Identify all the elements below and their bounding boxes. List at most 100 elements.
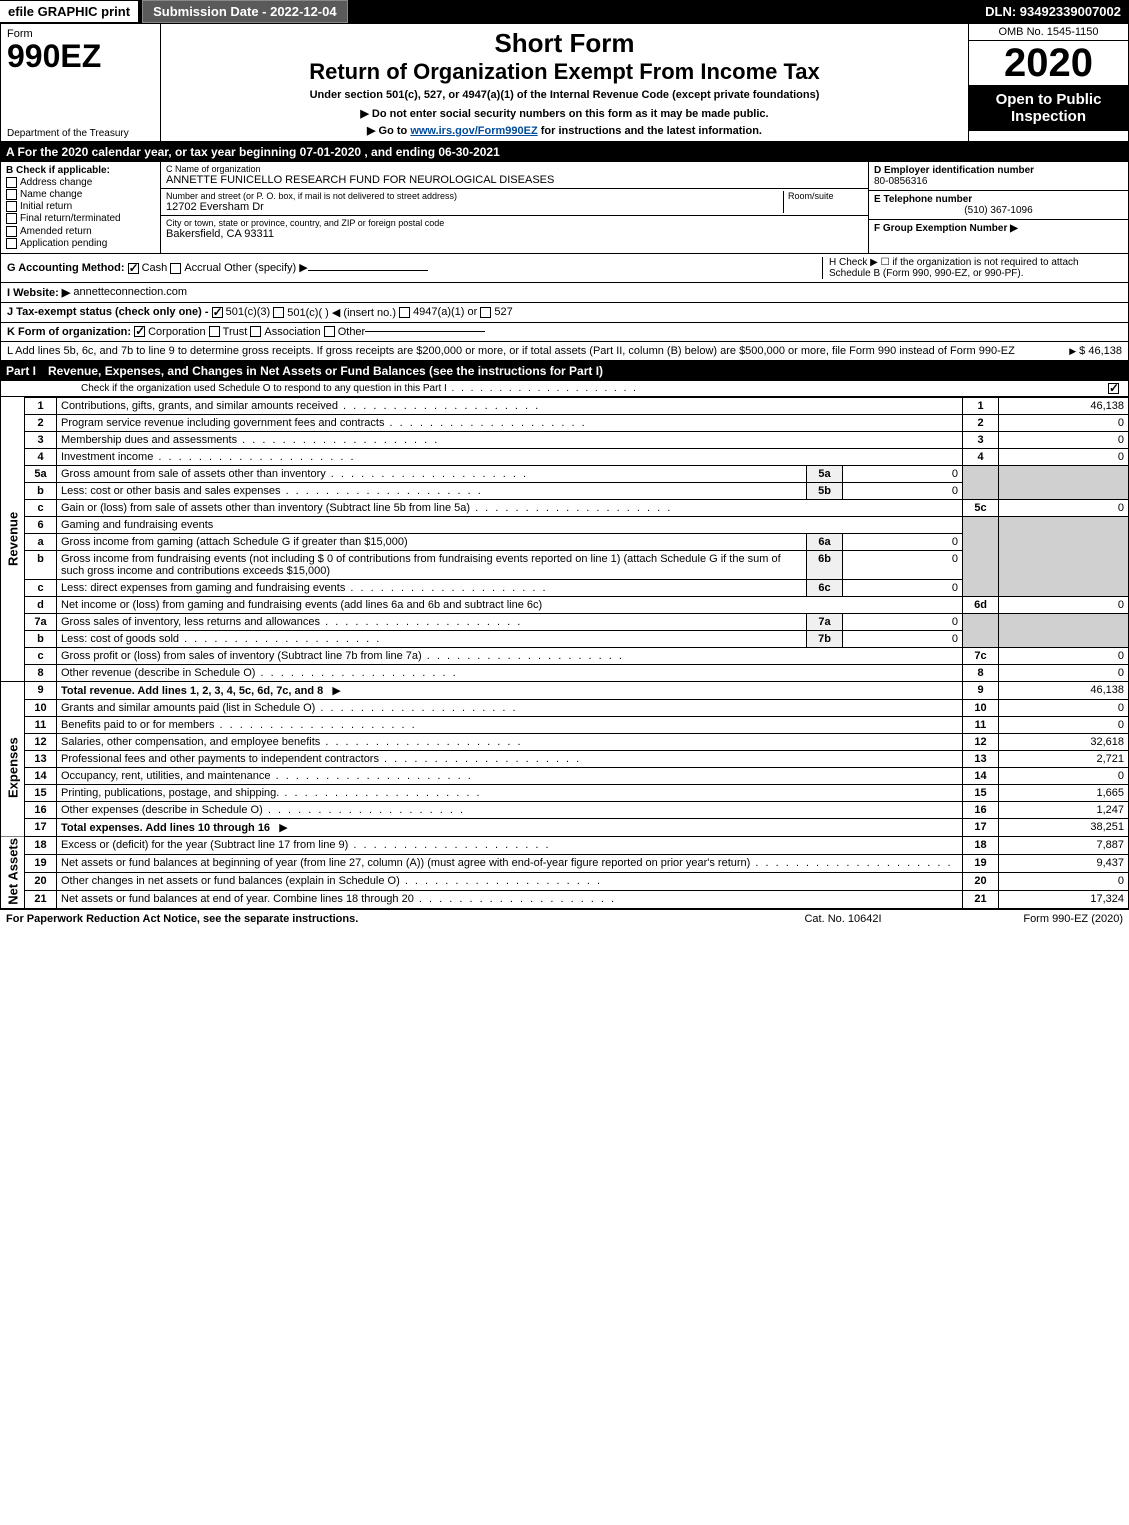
- check-amended-return[interactable]: Amended return: [6, 226, 155, 237]
- line-6a-subamt: 0: [843, 533, 963, 550]
- form-year-block: OMB No. 1545-1150 2020 Open to Public In…: [968, 24, 1128, 141]
- paperwork-notice: For Paperwork Reduction Act Notice, see …: [6, 913, 743, 925]
- do-not-enter: ▶ Do not enter social security numbers o…: [169, 107, 960, 120]
- line-16-desc: Other expenses (describe in Schedule O): [57, 801, 963, 818]
- arrow-icon: [1069, 345, 1079, 357]
- group-exemption-label: F Group Exemption Number ▶: [874, 223, 1123, 234]
- revenue-sidelabel: Revenue: [1, 397, 25, 681]
- line-7b-subamt: 0: [843, 630, 963, 647]
- line-9-desc: Total revenue. Add lines 1, 2, 3, 4, 5c,…: [57, 681, 963, 699]
- line-8-desc: Other revenue (describe in Schedule O): [57, 664, 963, 681]
- form-header: Form 990EZ Department of the Treasury Sh…: [0, 23, 1129, 142]
- box-def: D Employer identification number 80-0856…: [868, 162, 1128, 253]
- line-5c-amt: 0: [999, 499, 1129, 516]
- submission-date: Submission Date - 2022-12-04: [142, 0, 348, 23]
- check-501c[interactable]: [273, 307, 284, 318]
- line-15-amt: 1,665: [999, 784, 1129, 801]
- line-6-desc: Gaming and fundraising events: [57, 516, 963, 533]
- box-b-label: B Check if applicable:: [6, 165, 155, 176]
- check-application-pending[interactable]: Application pending: [6, 238, 155, 249]
- line-18-desc: Excess or (deficit) for the year (Subtra…: [57, 836, 963, 854]
- street-value: 12702 Eversham Dr: [166, 201, 783, 213]
- irs-link[interactable]: www.irs.gov/Form990EZ: [410, 125, 537, 137]
- line-4-desc: Investment income: [57, 448, 963, 465]
- efile-print-label[interactable]: efile GRAPHIC print: [0, 1, 138, 22]
- city-value: Bakersfield, CA 93311: [166, 228, 863, 240]
- part-1-table: Revenue 1 Contributions, gifts, grants, …: [0, 397, 1129, 909]
- line-21-desc: Net assets or fund balances at end of ye…: [57, 890, 963, 908]
- line-3-desc: Membership dues and assessments: [57, 431, 963, 448]
- line-7a-desc: Gross sales of inventory, less returns a…: [57, 613, 807, 630]
- line-5c-desc: Gain or (loss) from sale of assets other…: [57, 499, 963, 516]
- line-9-amt: 46,138: [999, 681, 1129, 699]
- check-527[interactable]: [480, 307, 491, 318]
- other-specify-input[interactable]: [308, 270, 428, 271]
- box-b-checks: B Check if applicable: Address change Na…: [1, 162, 161, 253]
- open-to-public: Open to Public Inspection: [969, 85, 1128, 131]
- city-label: City or town, state or province, country…: [166, 218, 863, 228]
- website-value: annetteconnection.com: [73, 286, 187, 298]
- line-6c-subamt: 0: [843, 579, 963, 596]
- line-3-amt: 0: [999, 431, 1129, 448]
- tax-exempt-status-row: J Tax-exempt status (check only one) - 5…: [0, 303, 1129, 323]
- check-other-org[interactable]: [324, 326, 335, 337]
- org-name: ANNETTE FUNICELLO RESEARCH FUND FOR NEUR…: [166, 174, 863, 186]
- line-19-desc: Net assets or fund balances at beginning…: [57, 854, 963, 872]
- check-trust[interactable]: [209, 326, 220, 337]
- entity-box: B Check if applicable: Address change Na…: [0, 162, 1129, 254]
- line-11-desc: Benefits paid to or for members: [57, 716, 963, 733]
- box-h: H Check ▶ ☐ if the organization is not r…: [822, 257, 1122, 279]
- check-association[interactable]: [250, 326, 261, 337]
- form-title-block: Short Form Return of Organization Exempt…: [161, 24, 968, 141]
- form-ref: Form 990-EZ (2020): [943, 913, 1123, 925]
- check-accrual[interactable]: [170, 263, 181, 274]
- org-name-label: C Name of organization: [166, 164, 863, 174]
- check-schedule-o[interactable]: [1108, 383, 1119, 394]
- line-7b-desc: Less: cost of goods sold: [57, 630, 807, 647]
- line-12-desc: Salaries, other compensation, and employ…: [57, 733, 963, 750]
- website-row: I Website: ▶ annetteconnection.com: [0, 283, 1129, 303]
- check-name-change[interactable]: Name change: [6, 189, 155, 200]
- telephone-value: (510) 367-1096: [874, 205, 1123, 216]
- part-1-label: Part I: [6, 364, 48, 378]
- line-15-desc: Printing, publications, postage, and shi…: [57, 784, 963, 801]
- other-org-input[interactable]: [365, 331, 485, 332]
- check-initial-return[interactable]: Initial return: [6, 201, 155, 212]
- line-5b-desc: Less: cost or other basis and sales expe…: [57, 482, 807, 499]
- gross-receipts-amount: $ 46,138: [1079, 345, 1122, 357]
- room-label: Room/suite: [788, 191, 863, 201]
- telephone-label: E Telephone number: [874, 194, 1123, 205]
- check-4947[interactable]: [399, 307, 410, 318]
- gross-receipts-row: L Add lines 5b, 6c, and 7b to line 9 to …: [0, 342, 1129, 361]
- check-501c3[interactable]: [212, 307, 223, 318]
- go-to-instructions: ▶ Go to www.irs.gov/Form990EZ for instru…: [169, 124, 960, 137]
- return-title: Return of Organization Exempt From Incom…: [169, 59, 960, 85]
- check-address-change[interactable]: Address change: [6, 177, 155, 188]
- line-2-amt: 0: [999, 414, 1129, 431]
- netassets-sidelabel: Net Assets: [1, 836, 25, 908]
- ein-label: D Employer identification number: [874, 165, 1123, 176]
- check-cash[interactable]: [128, 263, 139, 274]
- line-6c-desc: Less: direct expenses from gaming and fu…: [57, 579, 807, 596]
- line-17-desc: Total expenses. Add lines 10 through 16 …: [57, 818, 963, 836]
- dln-number: DLN: 93492339007002: [977, 1, 1129, 22]
- line-10-amt: 0: [999, 699, 1129, 716]
- line-6a-desc: Gross income from gaming (attach Schedul…: [57, 533, 807, 550]
- line-6b-desc: Gross income from fundraising events (no…: [57, 550, 807, 579]
- ein-value: 80-0856316: [874, 176, 1123, 187]
- under-section: Under section 501(c), 527, or 4947(a)(1)…: [169, 89, 960, 101]
- line-1-desc: Contributions, gifts, grants, and simila…: [57, 397, 963, 414]
- part-1-subnote: Check if the organization used Schedule …: [0, 381, 1129, 397]
- check-corporation[interactable]: [134, 326, 145, 337]
- form-number-block: Form 990EZ Department of the Treasury: [1, 24, 161, 141]
- check-final-return[interactable]: Final return/terminated: [6, 213, 155, 224]
- omb-number: OMB No. 1545-1150: [969, 24, 1128, 41]
- form-of-org-row: K Form of organization: Corporation Trus…: [0, 323, 1129, 342]
- line-5b-subamt: 0: [843, 482, 963, 499]
- line-13-desc: Professional fees and other payments to …: [57, 750, 963, 767]
- line-7a-subamt: 0: [843, 613, 963, 630]
- line-8-amt: 0: [999, 664, 1129, 681]
- line-7c-desc: Gross profit or (loss) from sales of inv…: [57, 647, 963, 664]
- tax-period-row: A For the 2020 calendar year, or tax yea…: [0, 142, 1129, 162]
- street-label: Number and street (or P. O. box, if mail…: [166, 191, 783, 201]
